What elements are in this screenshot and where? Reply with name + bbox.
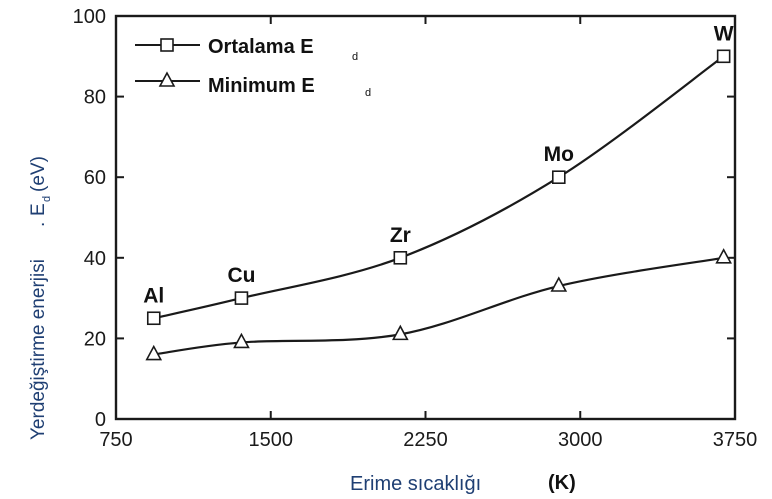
y-tick-label: 20 — [84, 328, 106, 350]
x-axis-ticks: 750 1500 2250 3000 3750 — [99, 16, 757, 451]
y-tick-label: 80 — [84, 87, 106, 109]
x-tick-label: 1500 — [249, 429, 294, 451]
y-axis-title-main: Yerdeğiştirme enerjisi — [28, 259, 49, 440]
y-tick-label: 40 — [84, 248, 106, 270]
series-line-1 — [153, 256, 724, 356]
data-point-triangle — [715, 248, 732, 264]
legend-sub-ortalama: d — [352, 51, 358, 63]
point-labels: Al Cu Zr Mo W — [143, 22, 733, 307]
y-axis-title-unit: (eV) — [28, 156, 49, 192]
x-axis-title: Erime sıcaklığı — [350, 473, 481, 495]
y-tick-label: 100 — [73, 6, 106, 28]
x-tick-label: 2250 — [403, 429, 448, 451]
element-label: Zr — [390, 224, 411, 247]
legend-marker-triangle — [158, 71, 176, 87]
element-label: Cu — [227, 264, 255, 287]
data-point-square — [393, 251, 408, 265]
y-axis-title-dot: . — [28, 222, 49, 227]
x-axis-unit: (K) — [548, 472, 576, 494]
y-axis-title: Yerdeğiştirme enerjisi . E d (eV) — [28, 156, 53, 440]
y-tick-label: 60 — [84, 167, 106, 189]
legend-label-ortalama: Ortalama E — [208, 36, 314, 58]
element-label: Al — [143, 284, 164, 307]
y-tick-label: 0 — [95, 409, 106, 431]
data-point-square — [716, 49, 731, 64]
element-label: W — [714, 22, 734, 45]
y-axis-title-symbol: E — [28, 203, 49, 216]
data-point-square — [146, 311, 161, 326]
y-axis-title-subscript: d — [41, 196, 53, 202]
data-point-square — [551, 170, 566, 184]
data-point-triangle — [550, 276, 568, 292]
y-axis-ticks: 0 20 40 60 80 100 — [73, 6, 735, 431]
legend: Ortalama E d Minimum E d — [135, 36, 371, 99]
x-tick-label: 3750 — [713, 429, 758, 451]
data-point-square — [234, 291, 249, 305]
data-point-triangle — [391, 324, 409, 341]
data-point-triangle — [145, 344, 163, 361]
element-label: Mo — [544, 143, 574, 166]
legend-sub-minimum: d — [365, 87, 371, 99]
legend-marker-square — [160, 38, 174, 52]
series-line-0 — [153, 55, 725, 320]
legend-label-minimum: Minimum E — [208, 75, 315, 97]
data-point-triangle — [233, 332, 250, 349]
series-group — [145, 49, 732, 361]
x-tick-label: 750 — [99, 429, 132, 451]
x-tick-label: 3000 — [558, 429, 603, 451]
